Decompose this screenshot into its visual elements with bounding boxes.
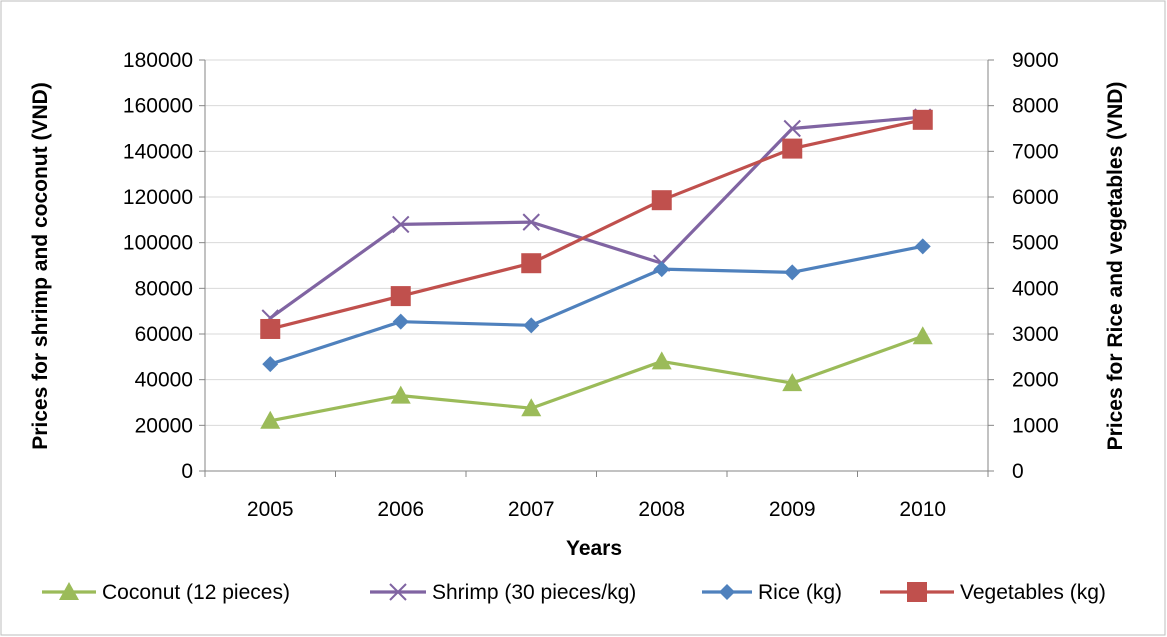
y-right-tick-label: 4000 — [1012, 277, 1059, 300]
x-tick-label: 2007 — [508, 498, 555, 521]
series-line — [269, 244, 924, 366]
data-point-square — [390, 286, 411, 307]
series-3 — [260, 109, 933, 339]
series-line — [269, 334, 924, 423]
series-2 — [262, 238, 931, 373]
data-point-x — [389, 583, 407, 601]
y-left-tick-label: 140000 — [123, 140, 193, 163]
y-left-tick-label: 60000 — [135, 323, 193, 346]
y-right-tick-label: 6000 — [1012, 186, 1059, 209]
data-point-diamond — [784, 264, 801, 281]
legend-item-1: Shrimp (30 pieces/kg) — [370, 581, 636, 604]
data-point-diamond — [523, 317, 540, 334]
series-layer — [260, 108, 933, 429]
data-point-diamond — [653, 261, 670, 278]
y-right-tick-label: 1000 — [1012, 414, 1059, 437]
y-axis-left-title: Prices for shrimp and coconut (VND) — [29, 82, 52, 450]
data-point-square — [782, 138, 803, 159]
axis-labels: Years Prices for shrimp and coconut (VND… — [29, 82, 1127, 560]
data-point-square — [260, 318, 281, 339]
data-point-square — [907, 582, 927, 602]
x-tick-label: 2005 — [247, 498, 294, 521]
x-tick-label: 2006 — [377, 498, 424, 521]
y-right-tick-label: 5000 — [1012, 232, 1059, 255]
data-point-triangle — [782, 373, 803, 392]
legend-label: Shrimp (30 pieces/kg) — [432, 581, 636, 604]
series-line — [269, 118, 924, 331]
data-point-diamond — [719, 584, 735, 600]
x-axis-title: Years — [566, 537, 622, 560]
y-right-tick-label: 3000 — [1012, 323, 1059, 346]
data-point-square — [651, 190, 672, 211]
data-point-triangle — [59, 582, 79, 600]
data-point-triangle — [260, 410, 281, 429]
data-point-triangle — [651, 351, 672, 370]
y-left-tick-label: 100000 — [123, 232, 193, 255]
legend-label: Vegetables (kg) — [960, 581, 1106, 604]
y-left-tick-label: 40000 — [135, 369, 193, 392]
y-left-tick-label: 120000 — [123, 186, 193, 209]
x-tick-label: 2010 — [899, 498, 946, 521]
y-left-tick-label: 0 — [181, 460, 193, 483]
data-point-diamond — [262, 356, 279, 373]
y-right-tick-label: 0 — [1012, 460, 1024, 483]
legend-item-0: Coconut (12 pieces) — [42, 581, 290, 604]
gridlines — [205, 59, 988, 426]
x-tick-label: 2008 — [638, 498, 685, 521]
y-right-tick-label: 2000 — [1012, 369, 1059, 392]
series-0 — [260, 326, 933, 429]
y-left-tick-label: 160000 — [123, 95, 193, 118]
data-point-x — [392, 215, 410, 234]
y-right-tick-label: 9000 — [1012, 49, 1059, 72]
legend-item-3: Vegetables (kg) — [880, 581, 1106, 604]
y-right-tick-label: 8000 — [1012, 95, 1059, 118]
y-right-tick-label: 7000 — [1012, 140, 1059, 163]
y-left-tick-label: 20000 — [135, 414, 193, 437]
data-point-square — [521, 253, 542, 274]
data-point-diamond — [914, 238, 931, 255]
y-axis-right-title: Prices for Rice and vegetables (VND) — [1104, 82, 1127, 451]
data-point-square — [912, 109, 933, 130]
data-point-diamond — [392, 313, 409, 330]
data-point-triangle — [390, 385, 411, 404]
data-point-triangle — [912, 326, 933, 345]
legend: Coconut (12 pieces) Shrimp (30 pieces/kg)… — [42, 581, 1106, 604]
x-tick-label: 2009 — [769, 498, 816, 521]
data-point-triangle — [521, 398, 542, 417]
data-point-x — [783, 119, 801, 138]
axes: 0200004000060000800001000001200001400001… — [123, 49, 1059, 521]
legend-item-2: Rice (kg) — [702, 581, 842, 604]
series-line — [269, 115, 923, 320]
legend-label: Rice (kg) — [758, 581, 842, 604]
legend-label: Coconut (12 pieces) — [102, 581, 290, 604]
y-left-tick-label: 80000 — [135, 277, 193, 300]
data-point-x — [522, 213, 540, 231]
y-left-tick-label: 180000 — [123, 49, 193, 72]
